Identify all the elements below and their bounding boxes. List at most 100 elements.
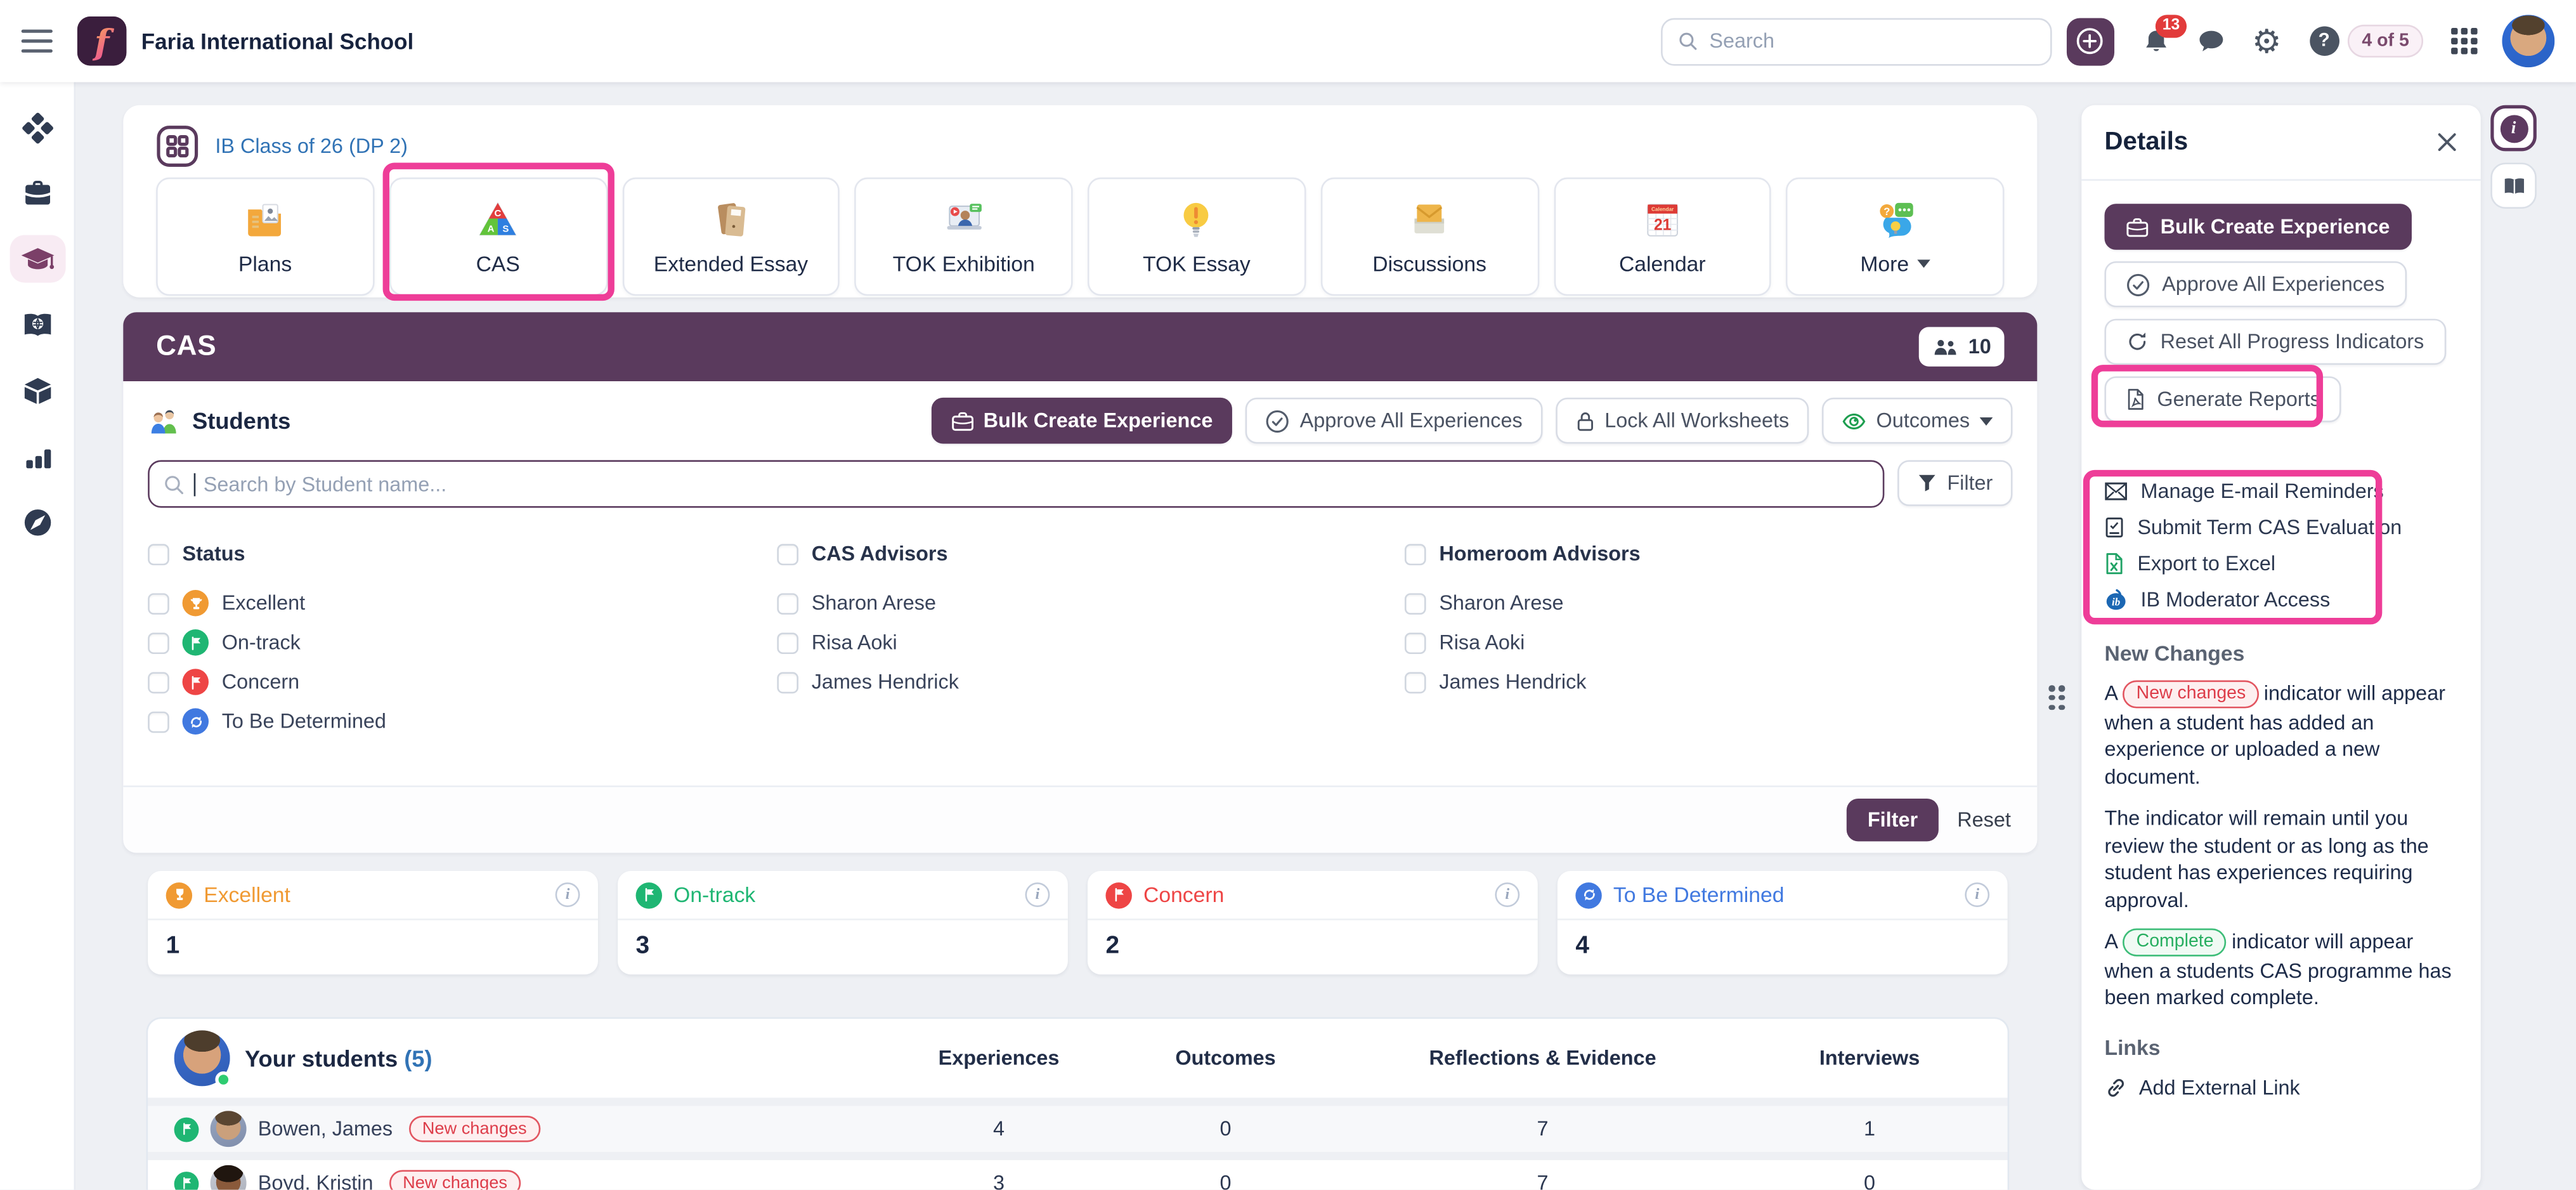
approve-all-experiences-button[interactable]: Approve All Experiences (2104, 261, 2406, 308)
user-avatar[interactable] (2502, 15, 2555, 68)
checkbox[interactable] (1404, 671, 1426, 693)
sidebar-item-analytics[interactable] (9, 432, 65, 480)
student-search-input[interactable] (203, 472, 1870, 496)
bulk-create-experience-button[interactable]: Bulk Create Experience (930, 397, 1233, 444)
checkbox[interactable] (777, 671, 799, 693)
complete-badge: Complete (2123, 928, 2227, 956)
global-search[interactable] (1660, 17, 2052, 65)
gear-icon: ⚙ (2251, 21, 2282, 61)
homeroom-advisors-select-all-checkbox[interactable] (1404, 543, 1426, 565)
filter-option-advisor[interactable]: Risa Aoki (1404, 623, 2013, 662)
status-summary-cards: Excellent i 1 On-track i 3 Concern i (148, 870, 2008, 975)
submit-term-cas-evaluation-link[interactable]: Submit Term CAS Evaluation (2105, 509, 2458, 546)
quick-add-button[interactable] (2066, 17, 2114, 65)
tok-exhibition-icon (946, 202, 981, 229)
faria-logo[interactable]: f (77, 16, 127, 66)
help-button[interactable]: ? (2309, 26, 2339, 56)
bulk-create-experience-button[interactable]: Bulk Create Experience (2104, 204, 2412, 250)
status-select-all-checkbox[interactable] (148, 543, 169, 565)
filter-option-advisor[interactable]: Risa Aoki (777, 623, 1405, 662)
filter-option-advisor[interactable]: James Hendrick (777, 662, 1405, 702)
student-name-link[interactable]: Boyd, Kristin (257, 1172, 374, 1190)
messages-button[interactable] (2197, 28, 2223, 54)
svg-text:A: A (488, 223, 495, 233)
checkbox[interactable] (148, 671, 169, 693)
svg-text:21: 21 (1654, 216, 1671, 233)
details-info-tab-button[interactable]: i (2490, 105, 2537, 152)
sidebar-item-work[interactable] (9, 169, 65, 217)
student-avatar (210, 1111, 247, 1148)
filter-toggle-button[interactable]: Filter (1897, 460, 2013, 506)
tab-more[interactable]: ? More (1786, 177, 2005, 296)
student-name-link[interactable]: Bowen, James (257, 1117, 393, 1141)
sidebar-item-resources[interactable] (9, 367, 65, 414)
status-card-excellent[interactable]: Excellent i 1 (148, 870, 598, 975)
global-search-input[interactable] (1709, 29, 2036, 53)
sidebar-item-academics[interactable] (9, 235, 65, 283)
table-row[interactable]: Boyd, Kristin New changes 3 0 7 0 (148, 1160, 2008, 1190)
briefcase-icon (2126, 217, 2149, 237)
reset-filter-link[interactable]: Reset (1957, 808, 2011, 832)
lock-all-worksheets-button[interactable]: Lock All Worksheets (1555, 397, 1809, 444)
tab-plans[interactable]: Plans (156, 177, 375, 296)
reset-all-progress-button[interactable]: Reset All Progress Indicators (2104, 318, 2446, 365)
tab-tok-essay[interactable]: TOK Essay (1087, 177, 1306, 296)
checkbox[interactable] (148, 592, 169, 614)
checkbox[interactable] (1404, 592, 1426, 614)
filter-option-excellent[interactable]: Excellent (148, 584, 777, 623)
tab-cas[interactable]: C A S CAS (389, 177, 608, 296)
export-to-excel-link[interactable]: Export to Excel (2105, 546, 2458, 582)
info-icon[interactable]: i (1965, 882, 1990, 907)
advisor-avatar (174, 1030, 232, 1088)
cas-advisors-select-all-checkbox[interactable] (777, 543, 799, 565)
checkbox[interactable] (148, 632, 169, 653)
info-icon[interactable]: i (1495, 882, 1520, 907)
member-count-pill[interactable]: 10 (1919, 327, 2005, 367)
filter-option-on-track[interactable]: On-track (148, 623, 777, 662)
check-circle-icon (2127, 273, 2150, 296)
outcomes-dropdown-button[interactable]: Outcomes (1822, 397, 2013, 444)
guide-tab-button[interactable] (2490, 162, 2537, 209)
help-progress-badge[interactable]: 4 of 5 (2347, 24, 2424, 58)
tab-calendar[interactable]: Calendar 21 Calendar (1553, 177, 1772, 296)
tab-label: More (1860, 251, 1930, 275)
ib-moderator-access-link[interactable]: ib IB Moderator Access (2105, 582, 2458, 618)
panel-drag-handle[interactable] (2048, 685, 2065, 710)
checkbox[interactable] (777, 592, 799, 614)
status-card-to-be-determined[interactable]: To Be Determined i 4 (1557, 870, 2008, 975)
checkbox[interactable] (1404, 632, 1426, 653)
sidebar-item-explore[interactable] (9, 498, 65, 546)
filter-option-advisor[interactable]: Sharon Arese (777, 584, 1405, 623)
settings-button[interactable]: ⚙ (2252, 25, 2281, 58)
sidebar-item-apps[interactable] (9, 103, 65, 151)
status-card-on-track[interactable]: On-track i 3 (618, 870, 1068, 975)
info-icon[interactable]: i (1025, 882, 1050, 907)
filter-option-to-be-determined[interactable]: To Be Determined (148, 702, 777, 741)
checkbox[interactable] (148, 710, 169, 733)
notifications-button[interactable]: 13 (2142, 14, 2187, 55)
close-icon[interactable] (2436, 131, 2458, 153)
sidebar-item-curriculum[interactable] (9, 301, 65, 348)
apply-filter-button[interactable]: Filter (1846, 799, 1939, 842)
status-card-concern[interactable]: Concern i 2 (1087, 870, 1538, 975)
tab-discussions[interactable]: Discussions (1320, 177, 1539, 296)
status-count: 3 (635, 931, 650, 960)
filter-option-concern[interactable]: Concern (148, 662, 777, 702)
generate-reports-button[interactable]: Generate Reports (2104, 376, 2342, 422)
tab-label: Plans (238, 251, 292, 275)
flag-icon (182, 669, 209, 695)
class-breadcrumb-link[interactable]: IB Class of 26 (DP 2) (215, 134, 408, 158)
apps-launcher-button[interactable] (2452, 28, 2478, 54)
manage-email-reminders-link[interactable]: Manage E-mail Reminders (2105, 473, 2458, 509)
approve-all-experiences-button[interactable]: Approve All Experiences (1246, 397, 1542, 444)
table-row[interactable]: Bowen, James New changes 4 0 7 1 (148, 1106, 2008, 1152)
tab-tok-exhibition[interactable]: TOK Exhibition (854, 177, 1073, 296)
checkbox[interactable] (777, 632, 799, 653)
hamburger-menu-icon[interactable] (21, 29, 53, 53)
filter-option-advisor[interactable]: James Hendrick (1404, 662, 2013, 702)
info-icon[interactable]: i (555, 882, 580, 907)
filter-option-advisor[interactable]: Sharon Arese (1404, 584, 2013, 623)
add-external-link[interactable]: Add External Link (2105, 1076, 2458, 1099)
tab-extended-essay[interactable]: Extended Essay (621, 177, 840, 296)
student-search-field[interactable] (148, 460, 1885, 508)
